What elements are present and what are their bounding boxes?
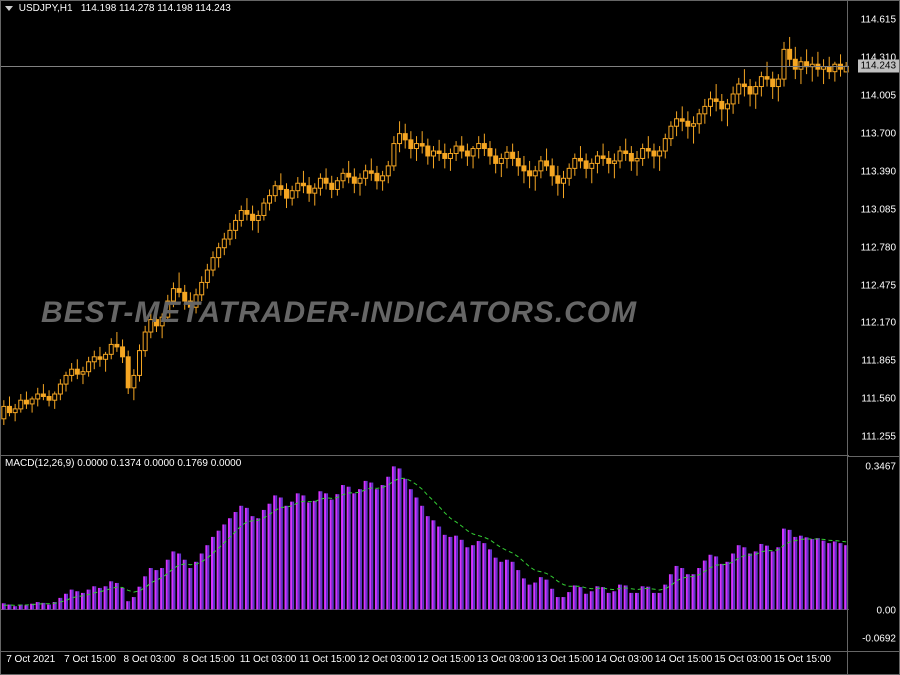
current-price-badge: 114.243 (858, 60, 899, 73)
macd-panel[interactable] (1, 456, 849, 651)
macd-y-axis: 0.34670.00-0.0692 (847, 456, 899, 651)
price-y-axis: 114.615114.310114.005113.700113.390113.0… (847, 1, 899, 456)
price-panel[interactable] (1, 1, 849, 456)
x-axis: 7 Oct 20217 Oct 15:008 Oct 03:008 Oct 15… (1, 651, 849, 675)
symbol-label: USDJPY,H1 (19, 3, 73, 14)
symbol-header[interactable]: USDJPY,H1 114.198 114.278 114.198 114.24… (5, 3, 231, 14)
current-price-line (1, 66, 849, 67)
axis-corner (847, 651, 899, 675)
macd-header: MACD(12,26,9) 0.0000 0.1374 0.0000 0.176… (5, 458, 241, 469)
watermark: BEST-METATRADER-INDICATORS.COM (41, 296, 637, 330)
ohlc-label: 114.198 114.278 114.198 114.243 (81, 3, 231, 14)
chevron-down-icon[interactable] (5, 6, 13, 11)
chart-container: 7 Oct 20217 Oct 15:008 Oct 03:008 Oct 15… (0, 0, 900, 675)
